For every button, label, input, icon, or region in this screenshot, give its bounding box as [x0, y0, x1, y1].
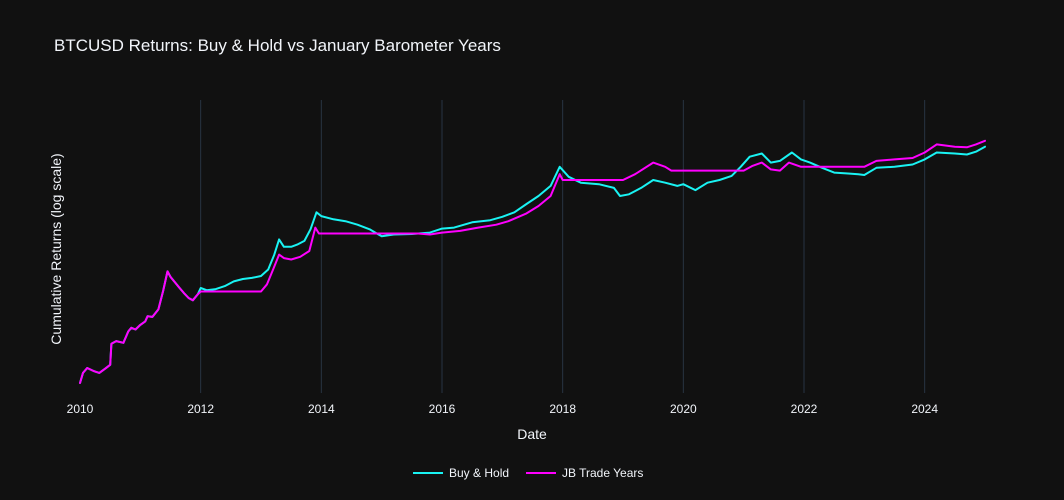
x-tick-label: 2022	[791, 402, 818, 416]
x-tick-label: 2024	[911, 402, 938, 416]
chart-title: BTCUSD Returns: Buy & Hold vs January Ba…	[54, 36, 501, 55]
legend[interactable]: Buy & Hold JB Trade Years	[413, 466, 643, 480]
x-tick-label: 2012	[187, 402, 214, 416]
legend-label: JB Trade Years	[562, 466, 643, 480]
x-tick-label: 2010	[67, 402, 94, 416]
x-axis-title: Date	[517, 426, 547, 442]
gridlines	[200, 100, 926, 393]
legend-label: Buy & Hold	[449, 466, 509, 480]
x-tick-label: 2020	[670, 402, 697, 416]
legend-item-buy-and-hold[interactable]: Buy & Hold	[413, 466, 509, 480]
x-tick-label: 2014	[308, 402, 335, 416]
x-tick-label: 2016	[429, 402, 456, 416]
y-axis-title: Cumulative Returns (log scale)	[48, 153, 64, 344]
x-axis-ticks: 2010 2012 2014 2016 2018 2020 2022 2024	[67, 402, 939, 416]
series-layer	[79, 139, 986, 384]
x-tick-label: 2018	[549, 402, 576, 416]
series-line-jb-trade-years	[79, 139, 986, 384]
legend-item-jb-trade-years[interactable]: JB Trade Years	[526, 466, 643, 480]
